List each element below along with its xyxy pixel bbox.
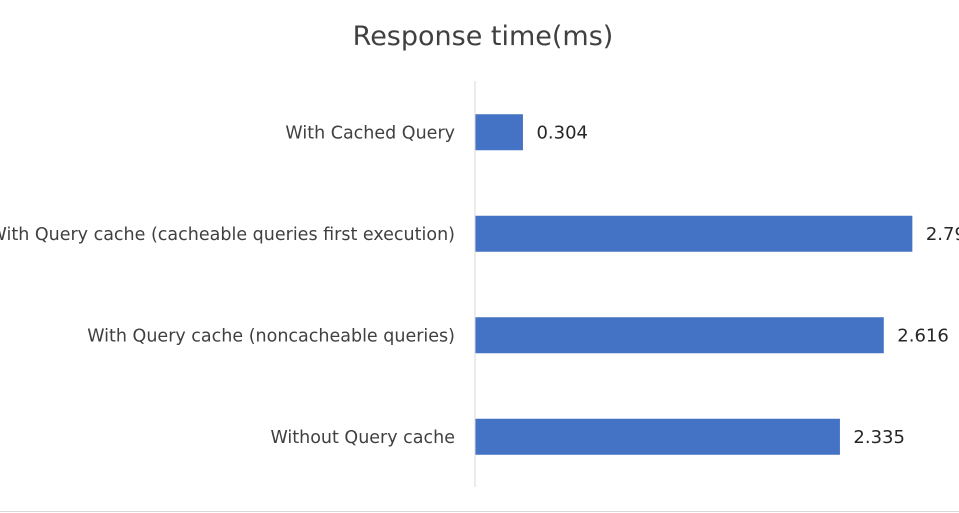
data-label: 2.616	[897, 325, 949, 346]
chart-title: Response time(ms)	[353, 21, 614, 52]
bar	[475, 418, 840, 455]
category-label: Without Query cache	[270, 428, 455, 448]
data-label: 0.304	[536, 122, 588, 143]
bar	[475, 114, 523, 151]
category-labels-group: With Cached Query With Query cache (cache…	[0, 123, 455, 448]
category-label: With Cached Query	[285, 123, 455, 143]
category-label: With Query cache (noncacheable queries)	[87, 326, 455, 346]
bars-group	[475, 114, 913, 455]
value-labels-group: 0.304 2.799 2.616 2.335	[536, 122, 959, 448]
bar	[475, 215, 913, 252]
category-label: With Query cache (cacheable queries firs…	[0, 225, 455, 245]
data-label: 2.335	[853, 427, 905, 448]
data-label: 2.799	[926, 224, 959, 245]
bar	[475, 317, 884, 354]
